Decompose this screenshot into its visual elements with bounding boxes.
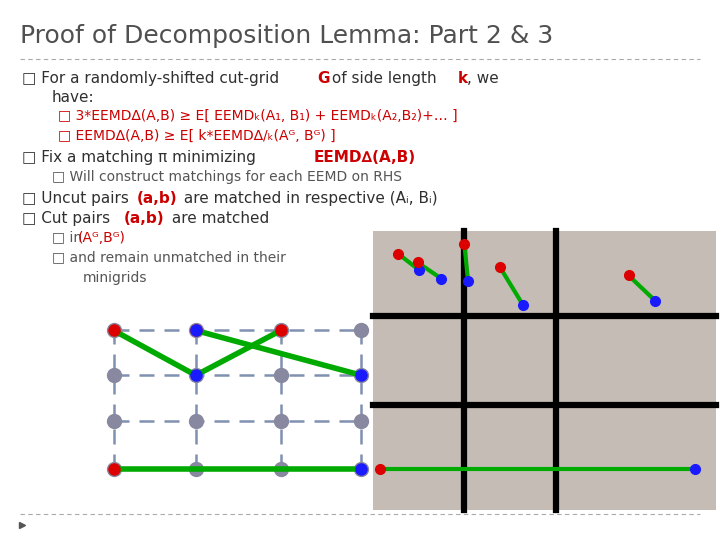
Text: are matched in respective (Aᵢ, Bᵢ): are matched in respective (Aᵢ, Bᵢ) bbox=[179, 191, 437, 206]
Text: of side length: of side length bbox=[327, 71, 441, 86]
Text: k: k bbox=[458, 71, 468, 86]
Text: G: G bbox=[317, 71, 329, 86]
Text: □ Will construct matchings for each EEMD on RHS: □ Will construct matchings for each EEMD… bbox=[52, 170, 402, 184]
Text: (a,b): (a,b) bbox=[137, 191, 177, 206]
Text: are matched: are matched bbox=[167, 211, 269, 226]
Text: □ 3*EEMD∆(A,B) ≥ E[ EEMDₖ(A₁, B₁) + EEMDₖ(A₂,B₂)+… ]: □ 3*EEMD∆(A,B) ≥ E[ EEMDₖ(A₁, B₁) + EEMD… bbox=[58, 109, 457, 123]
Text: , we: , we bbox=[467, 71, 498, 86]
Text: (Aᴳ,Bᴳ): (Aᴳ,Bᴳ) bbox=[78, 231, 125, 245]
Text: (a,b): (a,b) bbox=[124, 211, 164, 226]
Text: have:: have: bbox=[52, 90, 94, 105]
Text: □ Cut pairs: □ Cut pairs bbox=[22, 211, 114, 226]
Text: □ in: □ in bbox=[52, 231, 86, 245]
Text: □ Fix a matching π minimizing: □ Fix a matching π minimizing bbox=[22, 150, 261, 165]
Text: □ and remain unmatched in their: □ and remain unmatched in their bbox=[52, 251, 286, 265]
Text: □ Uncut pairs: □ Uncut pairs bbox=[22, 191, 133, 206]
Text: □ EEMD∆(A,B) ≥ E[ k*EEMD∆/ₖ(Aᴳ, Bᴳ) ]: □ EEMD∆(A,B) ≥ E[ k*EEMD∆/ₖ(Aᴳ, Bᴳ) ] bbox=[58, 129, 336, 143]
Text: □ For a randomly-shifted cut-grid: □ For a randomly-shifted cut-grid bbox=[22, 71, 284, 86]
Text: EEMD∆(A,B): EEMD∆(A,B) bbox=[314, 150, 416, 165]
Text: Proof of Decomposition Lemma: Part 2 & 3: Proof of Decomposition Lemma: Part 2 & 3 bbox=[20, 24, 554, 48]
Text: minigrids: minigrids bbox=[83, 271, 148, 285]
Bar bbox=[373, 231, 716, 510]
